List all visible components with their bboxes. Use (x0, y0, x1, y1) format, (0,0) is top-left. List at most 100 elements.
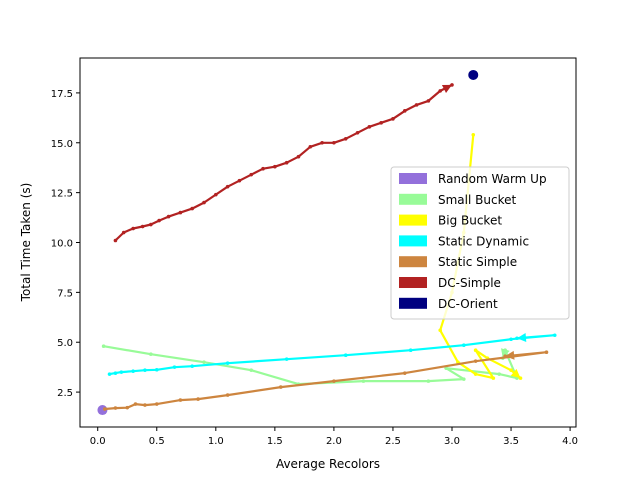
legend-label: DC-Simple (438, 276, 501, 290)
data-point (133, 402, 138, 406)
data-point (125, 405, 130, 410)
data-point (438, 328, 442, 333)
legend-swatch (399, 277, 427, 288)
legend-label: Small Bucket (438, 193, 516, 207)
legend-swatch (399, 235, 427, 247)
data-point (402, 371, 407, 375)
series-small-bucket (101, 344, 519, 386)
data-point (225, 361, 230, 365)
series-arrowhead (516, 333, 527, 343)
data-point (196, 397, 200, 401)
legend-item: Random Warm Up (399, 172, 547, 186)
y-tick-label: 7.5 (57, 288, 73, 299)
series-dc-simple (113, 83, 454, 243)
x-tick-label: 3.5 (503, 436, 519, 447)
legend-item: Small Bucket (399, 193, 516, 207)
series-layer (97, 69, 557, 416)
data-point (131, 226, 135, 231)
legend-label: DC-Orient (438, 297, 498, 311)
data-point (332, 140, 336, 145)
x-tick-label: 1.5 (267, 436, 283, 447)
legend-label: Random Warm Up (438, 172, 547, 186)
series-line (104, 351, 548, 411)
y-tick-label: 12.5 (51, 189, 73, 200)
data-point (214, 192, 218, 197)
y-tick-label: 5.0 (57, 338, 73, 349)
data-point (355, 130, 360, 135)
data-point (497, 372, 502, 376)
data-point (131, 369, 135, 373)
data-point (320, 140, 324, 145)
legend-item: DC-Simple (399, 276, 501, 290)
data-point (361, 379, 366, 383)
data-point (509, 368, 513, 372)
data-point (143, 368, 147, 372)
data-point (278, 385, 283, 389)
data-point (149, 352, 153, 356)
data-point (113, 238, 118, 243)
y-axis: 2.5 5.0 7.5 10.0 12.5 15.0 17.5 (51, 89, 80, 399)
data-point (119, 370, 124, 374)
data-point (202, 360, 206, 364)
data-point (414, 103, 419, 107)
legend-swatch (399, 297, 427, 309)
data-point (121, 230, 126, 235)
data-point (249, 368, 254, 372)
data-point (473, 348, 478, 353)
data-point (143, 403, 147, 407)
series-arrowhead (501, 348, 510, 359)
data-point (202, 200, 206, 205)
series-static-simple (103, 350, 549, 411)
data-point (471, 132, 476, 137)
data-point (473, 359, 478, 363)
x-axis-label: Average Recolors (276, 457, 380, 471)
legend-item: Big Bucket (399, 214, 502, 228)
data-point (157, 218, 161, 223)
data-point (103, 407, 107, 411)
legend-item: DC-Orient (399, 297, 498, 311)
data-point (343, 136, 348, 141)
legend: Random Warm Up Small Bucket Big Bucket Stat… (390, 166, 570, 320)
data-point (113, 406, 118, 410)
data-point (107, 372, 112, 376)
data-point (225, 393, 230, 397)
series-dc-orient (468, 69, 479, 80)
y-tick-label: 10.0 (51, 239, 73, 250)
legend-label: Static Dynamic (438, 234, 529, 248)
legend-box (390, 166, 570, 320)
data-point (509, 337, 513, 342)
data-point (178, 210, 183, 215)
series-arrowhead (505, 350, 515, 360)
data-point (438, 89, 442, 93)
y-tick-label: 2.5 (57, 388, 73, 399)
data-point (284, 160, 289, 165)
data-point (166, 214, 171, 219)
x-tick-label: 3.0 (444, 436, 460, 447)
x-tick-label: 0.5 (149, 436, 165, 447)
data-point (308, 144, 313, 149)
legend-label: Static Simple (438, 255, 517, 269)
data-point (462, 343, 466, 348)
data-point (261, 166, 265, 171)
data-point (249, 172, 254, 177)
data-point (154, 367, 159, 372)
data-point (225, 184, 230, 189)
data-point (190, 206, 194, 211)
data-point (379, 121, 383, 125)
y-tick-label: 15.0 (51, 139, 73, 150)
data-point (367, 125, 372, 129)
series-static-dynamic (107, 333, 557, 376)
data-point (149, 222, 153, 227)
data-point (473, 372, 478, 376)
series-arrowhead (441, 84, 452, 94)
legend-swatch (399, 193, 427, 205)
data-point (426, 99, 431, 103)
data-point (296, 154, 301, 159)
data-point (332, 379, 336, 383)
data-point (462, 377, 466, 381)
data-point (408, 348, 413, 353)
legend-label: Big Bucket (438, 214, 502, 228)
legend-item: Static Dynamic (399, 234, 529, 248)
data-point (113, 371, 118, 375)
